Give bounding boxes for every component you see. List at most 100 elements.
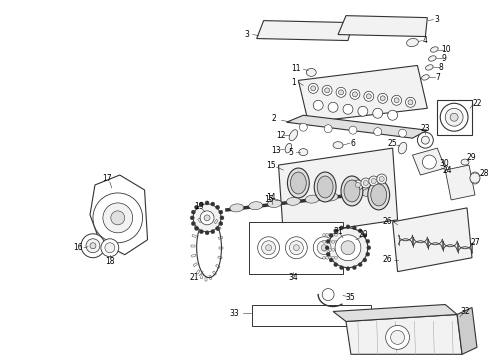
Polygon shape [437, 100, 472, 135]
Circle shape [363, 233, 367, 238]
Polygon shape [287, 115, 427, 138]
Ellipse shape [249, 202, 263, 210]
Circle shape [392, 95, 401, 105]
Circle shape [329, 240, 332, 243]
Text: 29: 29 [466, 153, 476, 162]
Circle shape [219, 221, 223, 226]
Circle shape [205, 231, 209, 235]
Circle shape [93, 193, 143, 243]
Circle shape [328, 102, 338, 112]
Circle shape [349, 126, 357, 134]
Circle shape [299, 123, 307, 131]
Circle shape [406, 97, 416, 107]
Circle shape [335, 233, 338, 236]
Polygon shape [457, 307, 477, 354]
Circle shape [335, 240, 338, 243]
Circle shape [329, 233, 333, 238]
Circle shape [366, 239, 370, 243]
Ellipse shape [291, 172, 306, 194]
Circle shape [325, 88, 330, 93]
Ellipse shape [317, 176, 333, 198]
Circle shape [445, 108, 463, 126]
Ellipse shape [341, 176, 363, 206]
Bar [211, 215, 214, 219]
Circle shape [324, 125, 332, 133]
Ellipse shape [333, 141, 343, 149]
Circle shape [336, 87, 346, 97]
Text: 15: 15 [264, 195, 273, 204]
Text: 34: 34 [289, 273, 298, 282]
Polygon shape [346, 315, 462, 354]
Ellipse shape [398, 142, 407, 154]
Circle shape [311, 86, 316, 91]
Text: 6: 6 [350, 139, 355, 148]
Circle shape [391, 330, 405, 345]
Polygon shape [278, 148, 397, 237]
Circle shape [323, 256, 326, 259]
Bar [213, 271, 217, 275]
Bar [219, 236, 223, 239]
Circle shape [398, 129, 407, 137]
Ellipse shape [371, 184, 387, 206]
Circle shape [321, 245, 327, 251]
Circle shape [364, 180, 368, 185]
Bar [192, 234, 196, 238]
Ellipse shape [470, 172, 480, 184]
Circle shape [352, 92, 357, 97]
Circle shape [408, 100, 413, 105]
Bar [252, 305, 371, 327]
Polygon shape [338, 15, 427, 37]
Circle shape [346, 267, 350, 271]
Text: 13: 13 [271, 145, 280, 154]
Circle shape [323, 248, 326, 251]
Circle shape [294, 245, 299, 251]
Circle shape [326, 233, 329, 236]
Circle shape [334, 229, 338, 233]
Circle shape [325, 246, 329, 250]
Text: 26: 26 [383, 255, 392, 264]
Circle shape [199, 202, 203, 206]
Circle shape [290, 241, 303, 255]
Bar [194, 225, 198, 229]
Circle shape [258, 237, 279, 259]
Text: 20: 20 [358, 230, 368, 239]
Polygon shape [257, 21, 353, 41]
Bar [192, 254, 196, 257]
Circle shape [262, 241, 275, 255]
Circle shape [101, 239, 119, 257]
Circle shape [355, 183, 360, 188]
Circle shape [313, 100, 323, 110]
Ellipse shape [421, 75, 429, 80]
Circle shape [422, 155, 436, 169]
Text: 27: 27 [470, 238, 480, 247]
Circle shape [326, 256, 329, 259]
Text: 3: 3 [245, 30, 249, 39]
Text: 25: 25 [388, 139, 397, 148]
Text: 33: 33 [229, 309, 239, 318]
Bar [200, 275, 203, 279]
Circle shape [377, 174, 387, 184]
Polygon shape [333, 305, 457, 321]
Circle shape [335, 256, 338, 259]
Text: 7: 7 [435, 73, 440, 82]
Circle shape [204, 215, 210, 221]
Circle shape [350, 89, 360, 99]
Text: 32: 32 [460, 307, 470, 316]
Text: 10: 10 [441, 45, 451, 54]
Bar [209, 275, 212, 280]
Text: 12: 12 [276, 131, 285, 140]
Circle shape [341, 241, 355, 255]
Circle shape [329, 248, 332, 251]
Circle shape [211, 202, 215, 206]
Text: 18: 18 [105, 257, 115, 266]
Circle shape [371, 179, 376, 184]
Circle shape [326, 240, 329, 243]
Circle shape [195, 205, 198, 209]
Circle shape [286, 237, 307, 259]
Circle shape [105, 243, 115, 253]
Circle shape [220, 216, 224, 220]
Circle shape [346, 225, 350, 229]
Text: 23: 23 [420, 124, 430, 133]
Bar [196, 270, 200, 274]
Ellipse shape [344, 180, 360, 202]
